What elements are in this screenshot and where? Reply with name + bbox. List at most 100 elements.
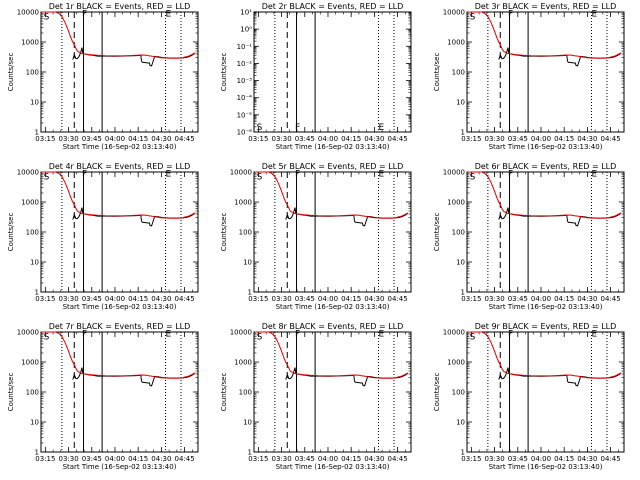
x-tick-label: 04:45 bbox=[600, 455, 620, 463]
x-tick-label: 04:30 bbox=[577, 295, 597, 303]
y-tick-label: 1000 bbox=[21, 39, 39, 47]
x-tick-label: 03:30 bbox=[271, 455, 291, 463]
y-tick-label: 10 bbox=[30, 259, 39, 267]
y-tick-label: 10⁻⁶ bbox=[237, 129, 253, 137]
x-tick-label: 03:15 bbox=[248, 295, 268, 303]
x-tick-label: 03:15 bbox=[461, 455, 481, 463]
x-tick-label: 03:30 bbox=[484, 455, 504, 463]
series-line-events bbox=[498, 47, 622, 67]
series-line-lld bbox=[467, 171, 622, 219]
x-tick-label: 04:15 bbox=[341, 295, 361, 303]
x-tick-label: 04:15 bbox=[128, 455, 148, 463]
x-axis-title: Start Time (16-Sep-02 03:13:40) bbox=[489, 463, 603, 471]
x-tick-label: 04:30 bbox=[364, 455, 384, 463]
y-tick-label: 1000 bbox=[21, 359, 39, 367]
x-tick-label: 04:30 bbox=[364, 295, 384, 303]
y-tick-label: 100 bbox=[26, 389, 39, 397]
marker-label-f: F bbox=[508, 10, 513, 20]
y-tick-label: 10⁻⁴ bbox=[237, 94, 253, 102]
x-tick-label: 03:30 bbox=[58, 295, 78, 303]
marker-label-f: F bbox=[295, 123, 300, 133]
x-tick-label: 04:45 bbox=[387, 295, 407, 303]
marker-label-f: F bbox=[295, 330, 300, 340]
chart-title: Det 1r BLACK = Events, RED = LLD bbox=[49, 2, 191, 11]
marker-label-f: F bbox=[295, 170, 300, 180]
marker-label-f: F bbox=[82, 170, 87, 180]
y-tick-label: 1 bbox=[461, 129, 465, 137]
chart-panel-5: Det 5r BLACK = Events, RED = LLD 1 10 100 10… bbox=[220, 162, 412, 311]
plot-frame bbox=[40, 11, 199, 133]
x-axis-title: Start Time (16-Sep-02 03:13:40) bbox=[489, 143, 603, 151]
x-tick-label: 04:00 bbox=[531, 135, 551, 143]
y-tick-label: 1 bbox=[461, 449, 465, 457]
x-axis-title: Start Time (16-Sep-02 03:13:40) bbox=[63, 463, 177, 471]
x-tick-label: 04:45 bbox=[600, 135, 620, 143]
x-tick-label: 03:30 bbox=[58, 455, 78, 463]
x-tick-label: 03:15 bbox=[35, 135, 55, 143]
x-tick-label: 04:45 bbox=[387, 455, 407, 463]
plot-frame bbox=[466, 11, 625, 133]
y-tick-label: 1000 bbox=[21, 199, 39, 207]
chart-title: Det 2r BLACK = Events, RED = LLD bbox=[262, 2, 404, 11]
x-tick-label: 04:00 bbox=[105, 295, 125, 303]
plot-frame bbox=[466, 171, 625, 293]
marker-label-e: E bbox=[379, 330, 385, 340]
marker-label-e: E bbox=[166, 10, 172, 20]
series-line-lld bbox=[41, 171, 196, 219]
y-tick-label: 100 bbox=[452, 389, 465, 397]
plot-frame bbox=[466, 331, 625, 453]
x-tick-label: 04:00 bbox=[105, 455, 125, 463]
x-tick-label: 04:15 bbox=[554, 455, 574, 463]
x-axis-title: Start Time (16-Sep-02 03:13:40) bbox=[63, 143, 177, 151]
y-tick-label: 10 bbox=[243, 259, 252, 267]
chart-title: Det 6r BLACK = Events, RED = LLD bbox=[475, 162, 617, 171]
marker-label-f: F bbox=[82, 10, 87, 20]
x-tick-label: 04:15 bbox=[128, 295, 148, 303]
x-tick-label: 04:00 bbox=[105, 135, 125, 143]
x-axis-title: Start Time (16-Sep-02 03:13:40) bbox=[276, 303, 390, 311]
y-tick-label: 10⁻² bbox=[237, 60, 253, 68]
y-tick-label: 10000 bbox=[230, 329, 252, 337]
x-tick-label: 04:45 bbox=[174, 135, 194, 143]
y-tick-label: 10⁻¹ bbox=[237, 43, 253, 51]
y-tick-label: 10 bbox=[456, 259, 465, 267]
series-line-events bbox=[498, 207, 622, 227]
x-tick-label: 03:30 bbox=[271, 295, 291, 303]
y-tick-label: 1 bbox=[248, 449, 252, 457]
marker-label-s: S bbox=[44, 13, 50, 23]
y-tick-label: 100 bbox=[239, 389, 252, 397]
y-axis-title: Counts/sec bbox=[220, 53, 228, 92]
x-tick-label: 04:45 bbox=[387, 135, 407, 143]
y-tick-label: 10000 bbox=[443, 9, 465, 17]
y-tick-label: 100 bbox=[26, 229, 39, 237]
x-tick-label: 04:15 bbox=[554, 295, 574, 303]
plot-frame bbox=[40, 331, 199, 453]
x-tick-label: 03:30 bbox=[58, 135, 78, 143]
series-line-events bbox=[285, 367, 409, 387]
series-line-lld bbox=[467, 11, 622, 59]
x-tick-label: 04:15 bbox=[341, 455, 361, 463]
marker-label-e: E bbox=[592, 330, 598, 340]
y-tick-label: 100 bbox=[452, 69, 465, 77]
x-tick-label: 04:30 bbox=[364, 135, 384, 143]
x-tick-label: 04:00 bbox=[531, 295, 551, 303]
marker-label-e: E bbox=[379, 170, 385, 180]
y-tick-label: 10000 bbox=[17, 329, 39, 337]
series-line-lld bbox=[467, 331, 622, 379]
x-tick-label: 03:15 bbox=[248, 455, 268, 463]
y-tick-label: 1 bbox=[35, 129, 39, 137]
x-tick-label: 03:45 bbox=[82, 455, 102, 463]
chart-title: Det 9r BLACK = Events, RED = LLD bbox=[475, 322, 617, 331]
y-tick-label: 10 bbox=[30, 419, 39, 427]
x-tick-label: 04:15 bbox=[554, 135, 574, 143]
y-tick-label: 100 bbox=[239, 229, 252, 237]
x-tick-label: 04:15 bbox=[128, 135, 148, 143]
x-axis-title: Start Time (16-Sep-02 03:13:40) bbox=[276, 463, 390, 471]
y-tick-label: 10¹ bbox=[240, 9, 252, 17]
x-tick-label: 03:45 bbox=[508, 135, 528, 143]
series-line-events bbox=[72, 47, 196, 67]
y-tick-label: 10 bbox=[456, 419, 465, 427]
marker-label-s: S bbox=[470, 13, 476, 23]
x-tick-label: 03:45 bbox=[508, 455, 528, 463]
